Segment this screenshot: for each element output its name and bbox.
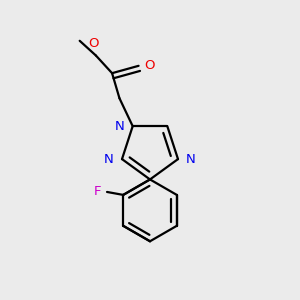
Text: N: N — [186, 153, 196, 166]
Text: O: O — [88, 37, 99, 50]
Text: O: O — [145, 59, 155, 72]
Text: N: N — [115, 120, 124, 133]
Text: F: F — [94, 185, 101, 198]
Text: N: N — [104, 153, 114, 166]
